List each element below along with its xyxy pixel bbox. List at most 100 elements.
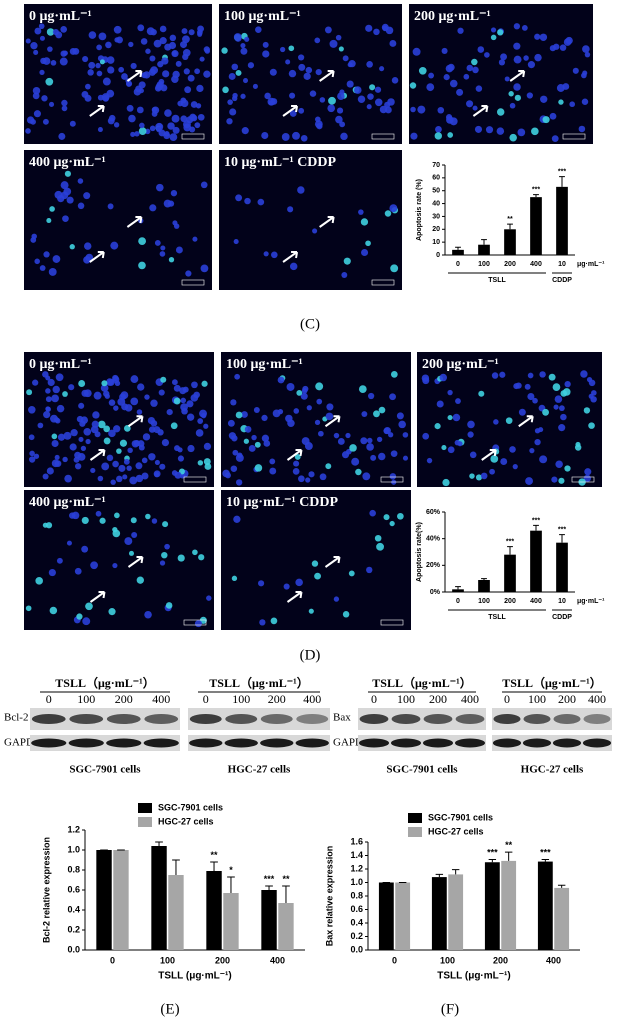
- cell: [99, 59, 105, 65]
- cell: [159, 560, 166, 566]
- cell: [584, 468, 592, 476]
- cell: [534, 53, 542, 62]
- cell: [105, 41, 112, 49]
- cell: [227, 99, 233, 105]
- cell: [190, 101, 198, 108]
- cell: [263, 251, 269, 257]
- error-bar: [435, 873, 444, 878]
- cell: [513, 42, 521, 50]
- error-bar: [265, 885, 273, 890]
- cell: [341, 451, 350, 459]
- cell: [94, 431, 101, 438]
- cell: [497, 29, 504, 36]
- cell: [240, 42, 246, 49]
- cell: [162, 521, 169, 528]
- cell: [141, 457, 148, 464]
- cell: [39, 265, 46, 271]
- scale-bar: [183, 619, 207, 626]
- significance: ***: [532, 187, 540, 194]
- cell: [90, 425, 99, 434]
- protein-label: Bax: [333, 712, 351, 724]
- cell: [199, 409, 207, 418]
- cell: [90, 561, 98, 570]
- cell: [475, 85, 483, 92]
- cell: [33, 453, 40, 459]
- band: [31, 714, 66, 724]
- cell: [248, 445, 256, 452]
- cell: [505, 417, 513, 424]
- cell: [196, 84, 204, 93]
- cell: [484, 52, 490, 58]
- cell: [54, 454, 60, 460]
- cell: [264, 92, 271, 100]
- cell: [154, 472, 160, 478]
- cell: [480, 472, 488, 480]
- bar: [504, 229, 516, 255]
- cell: [99, 517, 106, 524]
- cell: [378, 406, 386, 414]
- cell: [121, 73, 128, 80]
- cell: [116, 475, 123, 483]
- cell: [300, 392, 308, 400]
- x-unit: μg·mL⁻¹: [577, 598, 605, 605]
- cell: [247, 62, 255, 69]
- cell: [153, 39, 162, 48]
- cell: [45, 388, 51, 394]
- cell: [98, 32, 107, 41]
- cell: [135, 462, 143, 470]
- cell: [262, 41, 269, 48]
- cell: [254, 464, 263, 472]
- cell: [118, 464, 126, 472]
- arrow: [319, 70, 335, 82]
- cell: [141, 72, 148, 79]
- cell: [293, 408, 300, 414]
- cell: [339, 121, 346, 128]
- cell: [342, 55, 349, 62]
- cell: [308, 471, 315, 478]
- cell: [463, 73, 470, 80]
- y-tick-label: 1.2: [67, 824, 80, 834]
- cell: [373, 410, 380, 418]
- cell: [126, 104, 134, 112]
- x-tick-label: 10: [558, 261, 566, 268]
- cell: [180, 97, 187, 104]
- cell: [198, 554, 205, 561]
- cell: [25, 38, 31, 44]
- cell: [512, 464, 518, 470]
- cell: [410, 132, 418, 140]
- cell: [504, 76, 510, 82]
- cell: [57, 433, 66, 441]
- legend-swatch: [138, 817, 152, 827]
- cell: [117, 397, 126, 406]
- lane-label: 0: [504, 692, 510, 706]
- band: [31, 738, 67, 748]
- cell: [57, 194, 65, 203]
- cell: [301, 437, 310, 446]
- cell-line-label: HGC-27 cells: [521, 764, 584, 776]
- micrograph-label: 0 μg·mL⁻¹: [29, 357, 92, 372]
- cell: [477, 46, 485, 53]
- cell: [389, 204, 398, 213]
- cell: [116, 448, 122, 454]
- cell: [469, 473, 475, 479]
- y-tick-label: 30: [432, 213, 440, 220]
- cell: [472, 105, 478, 111]
- cell: [558, 99, 564, 105]
- cell: [281, 133, 290, 141]
- legend-label: HGC-27 cells: [428, 826, 484, 836]
- cell-line-label: SGC-7901 cells: [69, 764, 141, 776]
- cell: [161, 57, 169, 65]
- cell: [582, 45, 590, 53]
- bar: [168, 875, 184, 950]
- band: [143, 738, 179, 748]
- significance: ***: [487, 848, 498, 858]
- cell: [500, 458, 508, 466]
- legend-label: HGC-27 cells: [158, 816, 214, 826]
- cell: [572, 67, 579, 74]
- cell: [203, 442, 212, 451]
- cell: [171, 114, 180, 123]
- cell: [324, 26, 332, 34]
- cell: [78, 380, 86, 387]
- x-tick-label: 100: [160, 955, 175, 965]
- y-tick-label: 70: [432, 162, 440, 169]
